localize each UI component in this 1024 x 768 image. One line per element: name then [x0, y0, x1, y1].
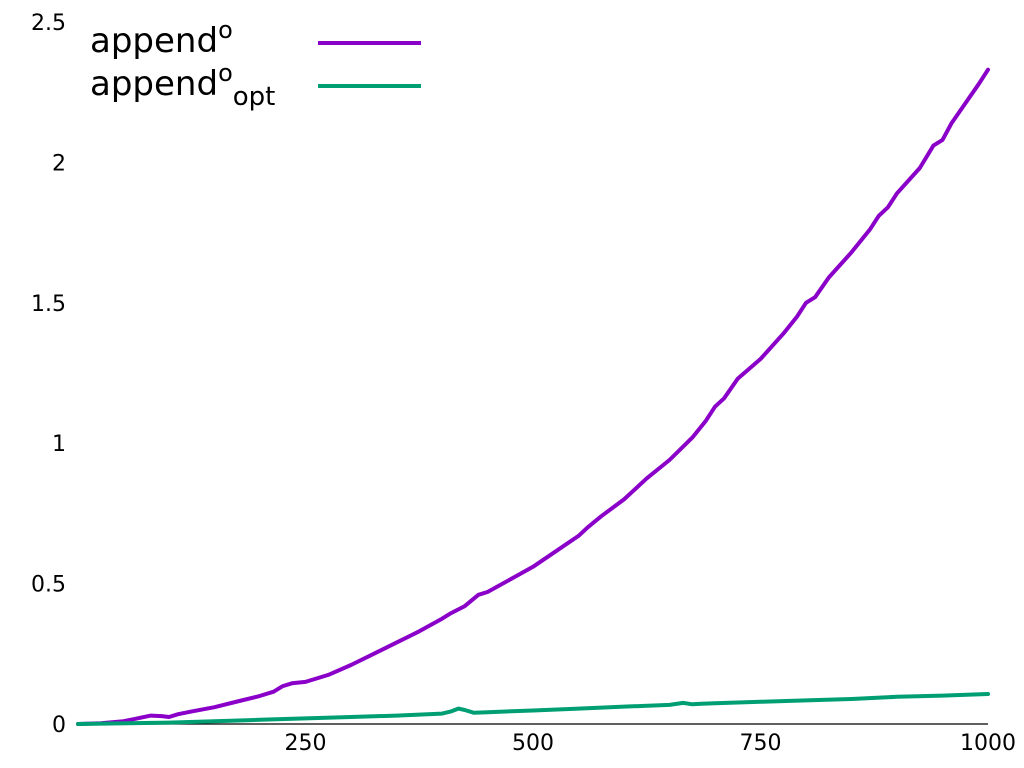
y-tick-label: 2.5	[31, 11, 66, 36]
series-line-append	[76, 67, 990, 726]
series-lines	[76, 67, 990, 726]
y-tick-label: 0.5	[31, 573, 66, 598]
legend-label: appendoopt	[90, 59, 275, 112]
legend-label-superscript: o	[218, 59, 233, 87]
legend-label-base: append	[90, 21, 218, 61]
x-tick-label: 750	[740, 731, 782, 756]
y-tick-label: 1.5	[31, 292, 66, 317]
legend-label-subscript: opt	[233, 82, 276, 112]
y-tick-labels: 0 0.5 1 1.5 2 2.5	[31, 11, 66, 738]
x-tick-labels: 250 500 750 1000	[285, 731, 1017, 756]
y-tick-label: 2	[52, 151, 66, 176]
y-tick-label: 0	[52, 713, 66, 738]
x-tick-label: 250	[285, 731, 327, 756]
series-line-append-opt	[76, 692, 990, 726]
x-tick-label: 500	[512, 731, 554, 756]
legend-label: appendo	[90, 16, 233, 61]
legend-label-base: append	[90, 64, 218, 104]
legend-label-superscript: o	[218, 16, 233, 44]
x-tick-label: 1000	[960, 731, 1016, 756]
y-tick-label: 1	[52, 432, 66, 457]
